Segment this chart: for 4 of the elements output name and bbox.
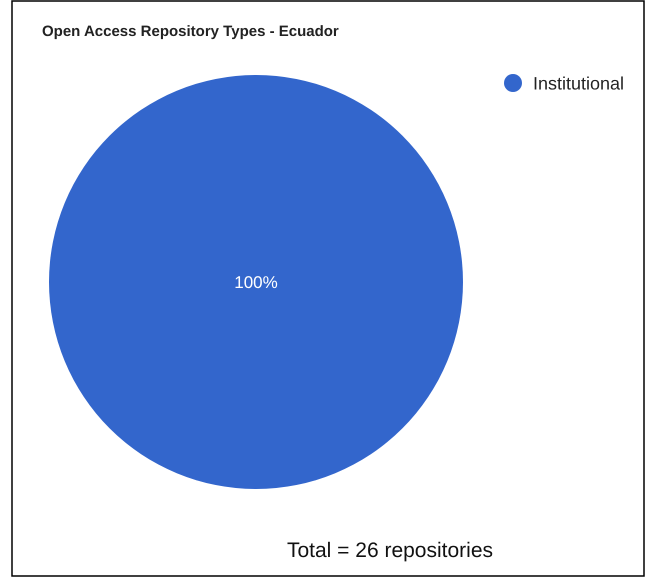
legend-label: Institutional [533, 73, 624, 94]
chart-title: Open Access Repository Types - Ecuador [42, 23, 339, 40]
data-label: 100% [234, 272, 278, 292]
text: Total = 26 repositories [286, 539, 494, 562]
